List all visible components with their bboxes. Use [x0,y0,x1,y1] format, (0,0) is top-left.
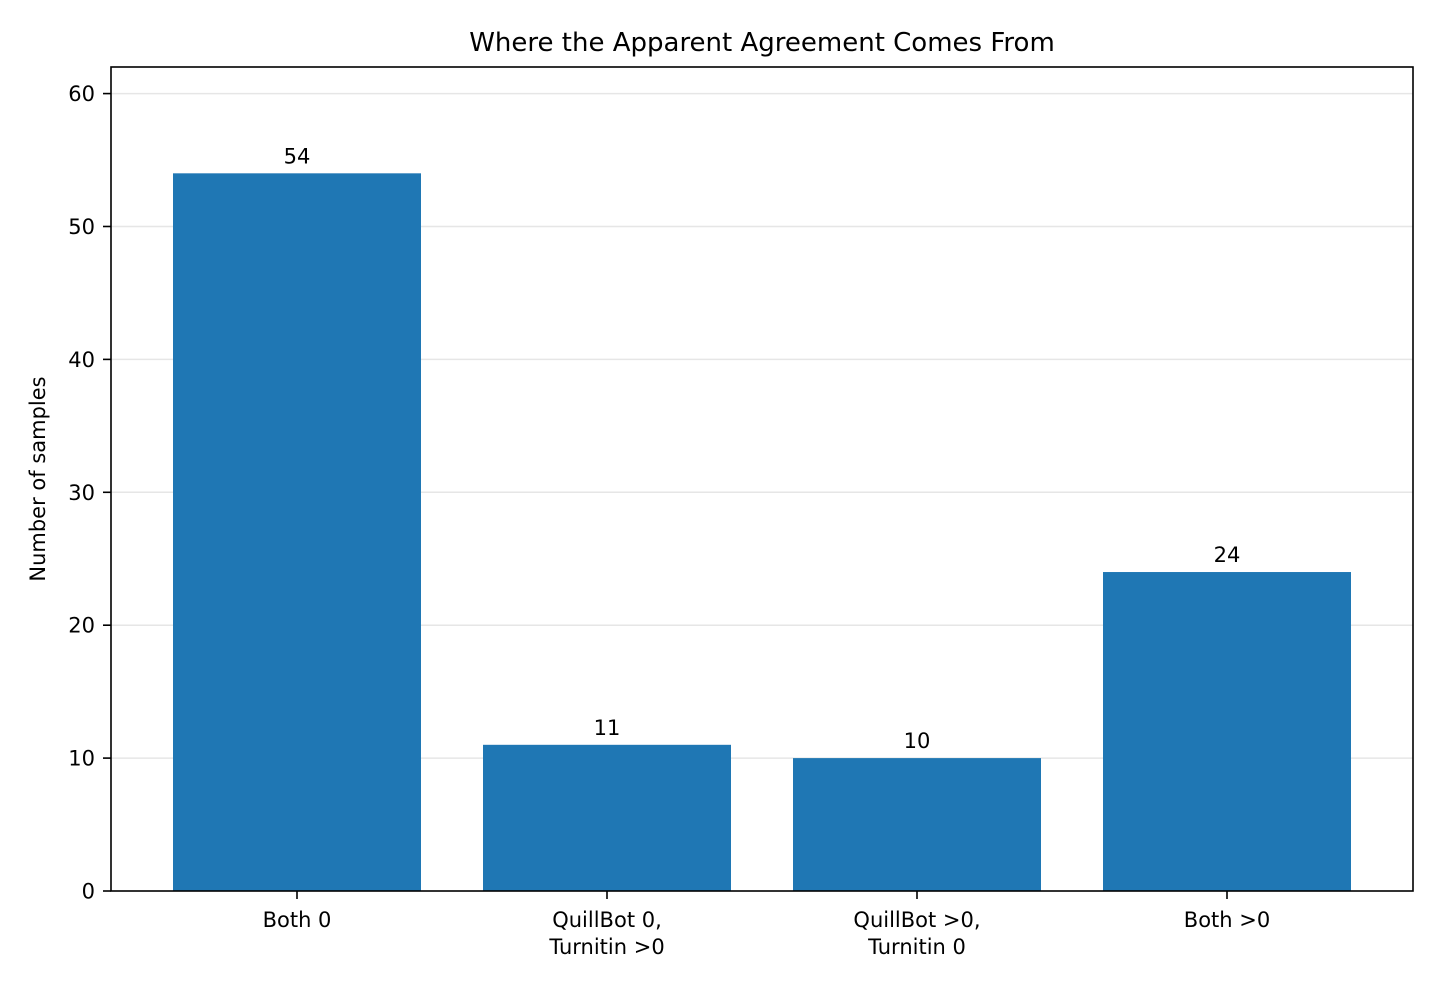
bar-layer [173,173,1351,892]
y-axis-label: Number of samples [26,376,50,581]
x-tick-label-line: Turnitin >0 [548,935,664,959]
data-label: 54 [284,144,311,168]
chart-title: Where the Apparent Agreement Comes From [469,28,1055,58]
data-label-layer: 54 11 10 24 [284,144,1241,753]
y-tick-label: 50 [68,215,95,239]
x-axis: Both 0 QuillBot 0, Turnitin >0 QuillBot >0,… [263,891,1270,959]
y-tick-label: 40 [68,348,95,372]
bar [173,173,421,892]
bar [1103,572,1351,891]
y-tick-label: 0 [82,880,95,904]
x-tick-label-line: QuillBot >0, [853,908,980,932]
data-label: 11 [594,716,621,740]
plot-frame [110,66,1414,892]
x-tick-label-line: Both >0 [1184,908,1270,932]
bar [483,744,731,891]
x-tick-label: QuillBot >0, Turnitin 0 [853,908,980,959]
x-tick-label-line: Turnitin 0 [867,935,966,959]
y-tick-label: 10 [68,747,95,771]
data-label: 24 [1214,543,1241,567]
y-tick-label: 20 [68,614,95,638]
y-tick-label: 30 [68,481,95,505]
x-tick-label-line: Both 0 [263,908,332,932]
x-tick-label-line: QuillBot 0, [552,908,662,932]
y-axis: 0 10 20 30 40 50 60 [68,82,111,904]
y-tick-label: 60 [68,82,95,106]
x-tick-label: Both 0 [263,908,332,932]
x-tick-label: QuillBot 0, Turnitin >0 [548,908,664,959]
data-label: 10 [904,729,931,753]
x-tick-label: Both >0 [1184,908,1270,932]
bar [793,758,1041,891]
